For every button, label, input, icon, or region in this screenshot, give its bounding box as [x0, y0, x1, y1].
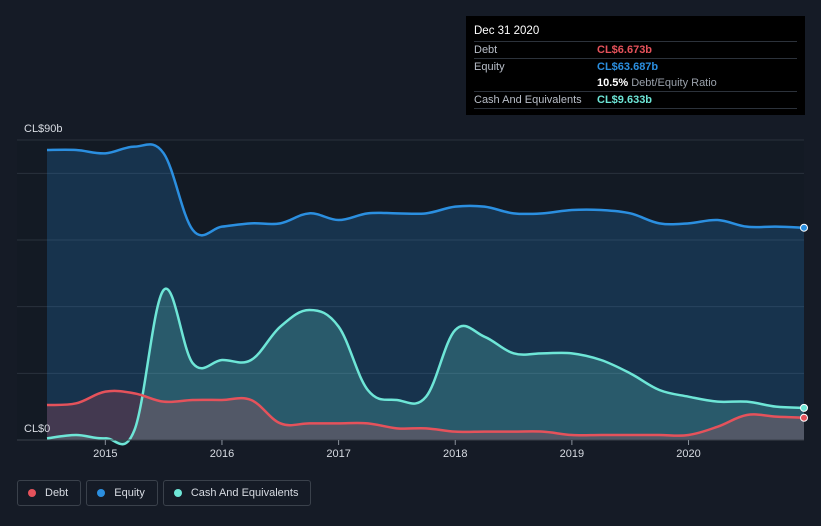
legend-item-debt[interactable]: Debt [17, 480, 82, 506]
tooltip-row-debt: Debt CL$6.673b [474, 42, 797, 59]
y-axis-top-label: CL$90b [24, 123, 63, 135]
data-tooltip: Dec 31 2020 Debt CL$6.673b Equity CL$63.… [466, 16, 805, 115]
y-axis-bottom-label: CL$0 [24, 423, 50, 435]
debt-endpoint [800, 413, 808, 422]
cash-endpoint [800, 403, 808, 412]
cash-dot-icon [173, 489, 182, 497]
debt-dot-icon [28, 489, 36, 497]
tooltip-row-ratio: 10.5% Debt/Equity Ratio [474, 75, 797, 92]
x-tick-label: 2020 [676, 448, 700, 460]
tooltip-equity-label: Equity [474, 61, 505, 73]
tooltip-ratio-label: Debt/Equity Ratio [631, 77, 717, 89]
legend-item-cash[interactable]: Cash And Equivalents [162, 480, 312, 506]
equity-dot-icon [97, 489, 106, 497]
legend-equity-label: Equity [114, 487, 145, 499]
chart-legend: Debt Equity Cash And Equivalents [17, 480, 312, 506]
plot-background [17, 140, 804, 440]
debt-area [47, 390, 804, 440]
tooltip-debt-value: CL$6.673b [597, 44, 653, 56]
tooltip-debt-label: Debt [474, 44, 498, 56]
tooltip-date: Dec 31 2020 [474, 23, 797, 42]
series-lines [46, 143, 805, 446]
legend-debt-label: Debt [45, 487, 69, 499]
grid-lines [17, 139, 804, 441]
chart-canvas: 2015 2016 2017 2018 2019 2020 CL$90b CL$0 [17, 123, 808, 460]
tooltip-cash-label: Cash And Equivalents [474, 94, 582, 106]
debt-line [46, 389, 805, 437]
legend-item-equity[interactable]: Equity [86, 480, 158, 506]
legend-cash-label: Cash And Equivalents [190, 487, 299, 499]
cash-line [46, 287, 805, 446]
series-endpoints [800, 223, 808, 422]
tooltip-ratio-value: 10.5% [597, 77, 629, 89]
x-tick-label: 2019 [560, 448, 584, 460]
equity-endpoint [800, 223, 808, 232]
x-tick-label: 2018 [443, 448, 467, 460]
tooltip-row-equity: Equity CL$63.687b [474, 59, 797, 75]
x-tick-label: 2017 [326, 448, 350, 460]
equity-line [46, 143, 805, 237]
x-tick-label: 2016 [210, 448, 234, 460]
tooltip-cash-value: CL$9.633b [597, 94, 653, 106]
tooltip-equity-value: CL$63.687b [597, 61, 659, 73]
x-axis: 2015 2016 2017 2018 2019 2020 [17, 439, 804, 460]
tooltip-row-cash: Cash And Equivalents CL$9.633b [474, 92, 797, 109]
x-tick-label: 2015 [93, 448, 117, 460]
cash-area [47, 288, 804, 445]
